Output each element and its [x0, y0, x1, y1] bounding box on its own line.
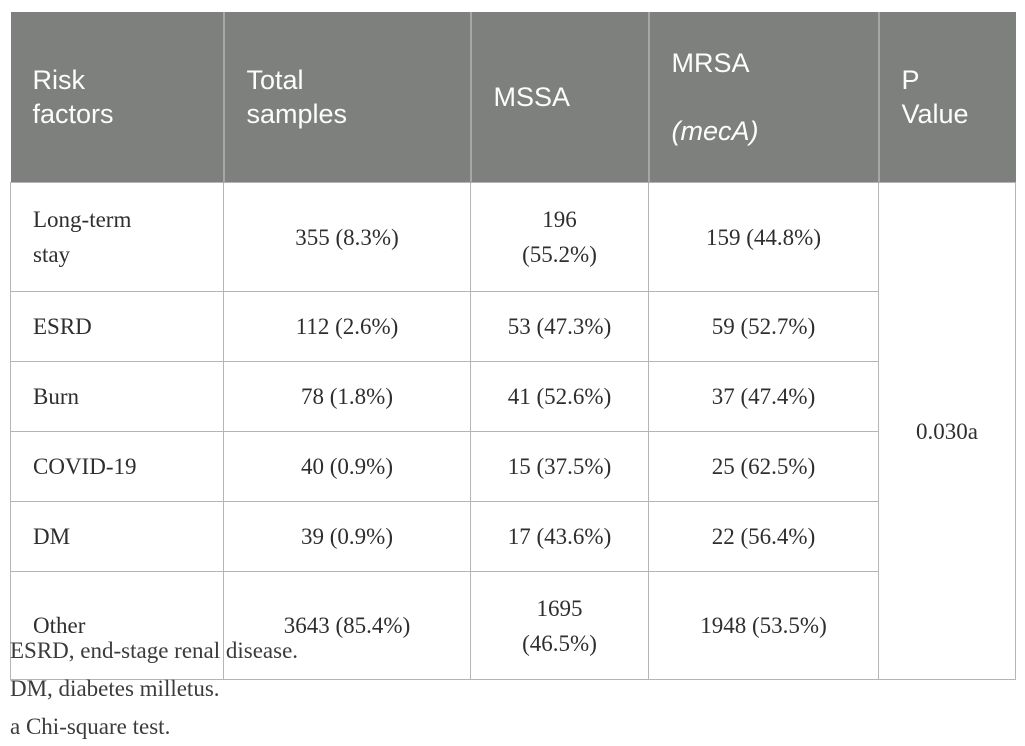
cell-risk-factor: ESRD	[10, 291, 224, 362]
header-mrsa-meca: MRSA (mecA)	[648, 12, 880, 183]
cell-mssa: 15 (37.5%)	[470, 431, 649, 502]
cell-risk-factor: Burn	[10, 361, 224, 432]
cell-risk-factor: Other	[10, 571, 224, 680]
table-row-dm: DM 39 (0.9%) 17 (43.6%) 22 (56.4%)	[10, 501, 1016, 572]
header-mssa: MSSA	[470, 12, 650, 183]
cell-mssa: 53 (47.3%)	[470, 291, 649, 362]
cell-p-value: 0.030a	[878, 182, 1016, 680]
header-risk-factors: Risk factors	[10, 12, 225, 183]
cell-mssa: 1695 (46.5%)	[470, 571, 649, 680]
cell-total-samples: 40 (0.9%)	[223, 431, 471, 502]
risk-factors-table: Risk factors Total samples MSSA MRSA (me…	[10, 12, 1016, 680]
table-header-row: Risk factors Total samples MSSA MRSA (me…	[10, 12, 1016, 183]
cell-mssa: 17 (43.6%)	[470, 501, 649, 572]
header-mrsa-gene: (mecA)	[671, 116, 759, 146]
footnote-esrd: ESRD, end-stage renal disease.	[10, 638, 299, 663]
table-row-other: Other 3643 (85.4%) 1695 (46.5%) 1948 (53…	[10, 571, 1016, 680]
cell-total-samples: 3643 (85.4%)	[223, 571, 471, 680]
cell-risk-factor: COVID-19	[10, 431, 224, 502]
cell-mrsa: 159 (44.8%)	[648, 182, 879, 292]
cell-total-samples: 39 (0.9%)	[223, 501, 471, 572]
footnote-dm: DM, diabetes milletus.	[10, 676, 220, 701]
cell-mrsa: 22 (56.4%)	[648, 501, 879, 572]
table-footnotes: ESRD, end-stage renal disease. DM, diabe…	[10, 632, 298, 746]
cell-risk-factor: DM	[10, 501, 224, 572]
cell-total-samples: 78 (1.8%)	[223, 361, 471, 432]
table-row-burn: Burn 78 (1.8%) 41 (52.6%) 37 (47.4%)	[10, 361, 1016, 432]
cell-risk-factor: Long-term stay	[10, 182, 224, 292]
cell-total-samples: 355 (8.3%)	[223, 182, 471, 292]
cell-mrsa: 59 (52.7%)	[648, 291, 879, 362]
header-p-value: P Value	[878, 12, 1016, 183]
table-row-esrd: ESRD 112 (2.6%) 53 (47.3%) 59 (52.7%)	[10, 291, 1016, 362]
header-total-samples: Total samples	[223, 12, 472, 183]
footnote-chi-square: a Chi-square test.	[10, 714, 171, 739]
header-mrsa-name: MRSA	[671, 48, 750, 78]
cell-mrsa: 37 (47.4%)	[648, 361, 879, 432]
cell-mrsa: 1948 (53.5%)	[648, 571, 879, 680]
cell-mssa: 41 (52.6%)	[470, 361, 649, 432]
cell-mssa: 196 (55.2%)	[470, 182, 649, 292]
cell-total-samples: 112 (2.6%)	[223, 291, 471, 362]
table-row-covid-19: COVID-19 40 (0.9%) 15 (37.5%) 25 (62.5%)	[10, 431, 1016, 502]
cell-mrsa: 25 (62.5%)	[648, 431, 879, 502]
table-row-long-term-stay: Long-term stay 355 (8.3%) 196 (55.2%) 15…	[10, 182, 1016, 680]
